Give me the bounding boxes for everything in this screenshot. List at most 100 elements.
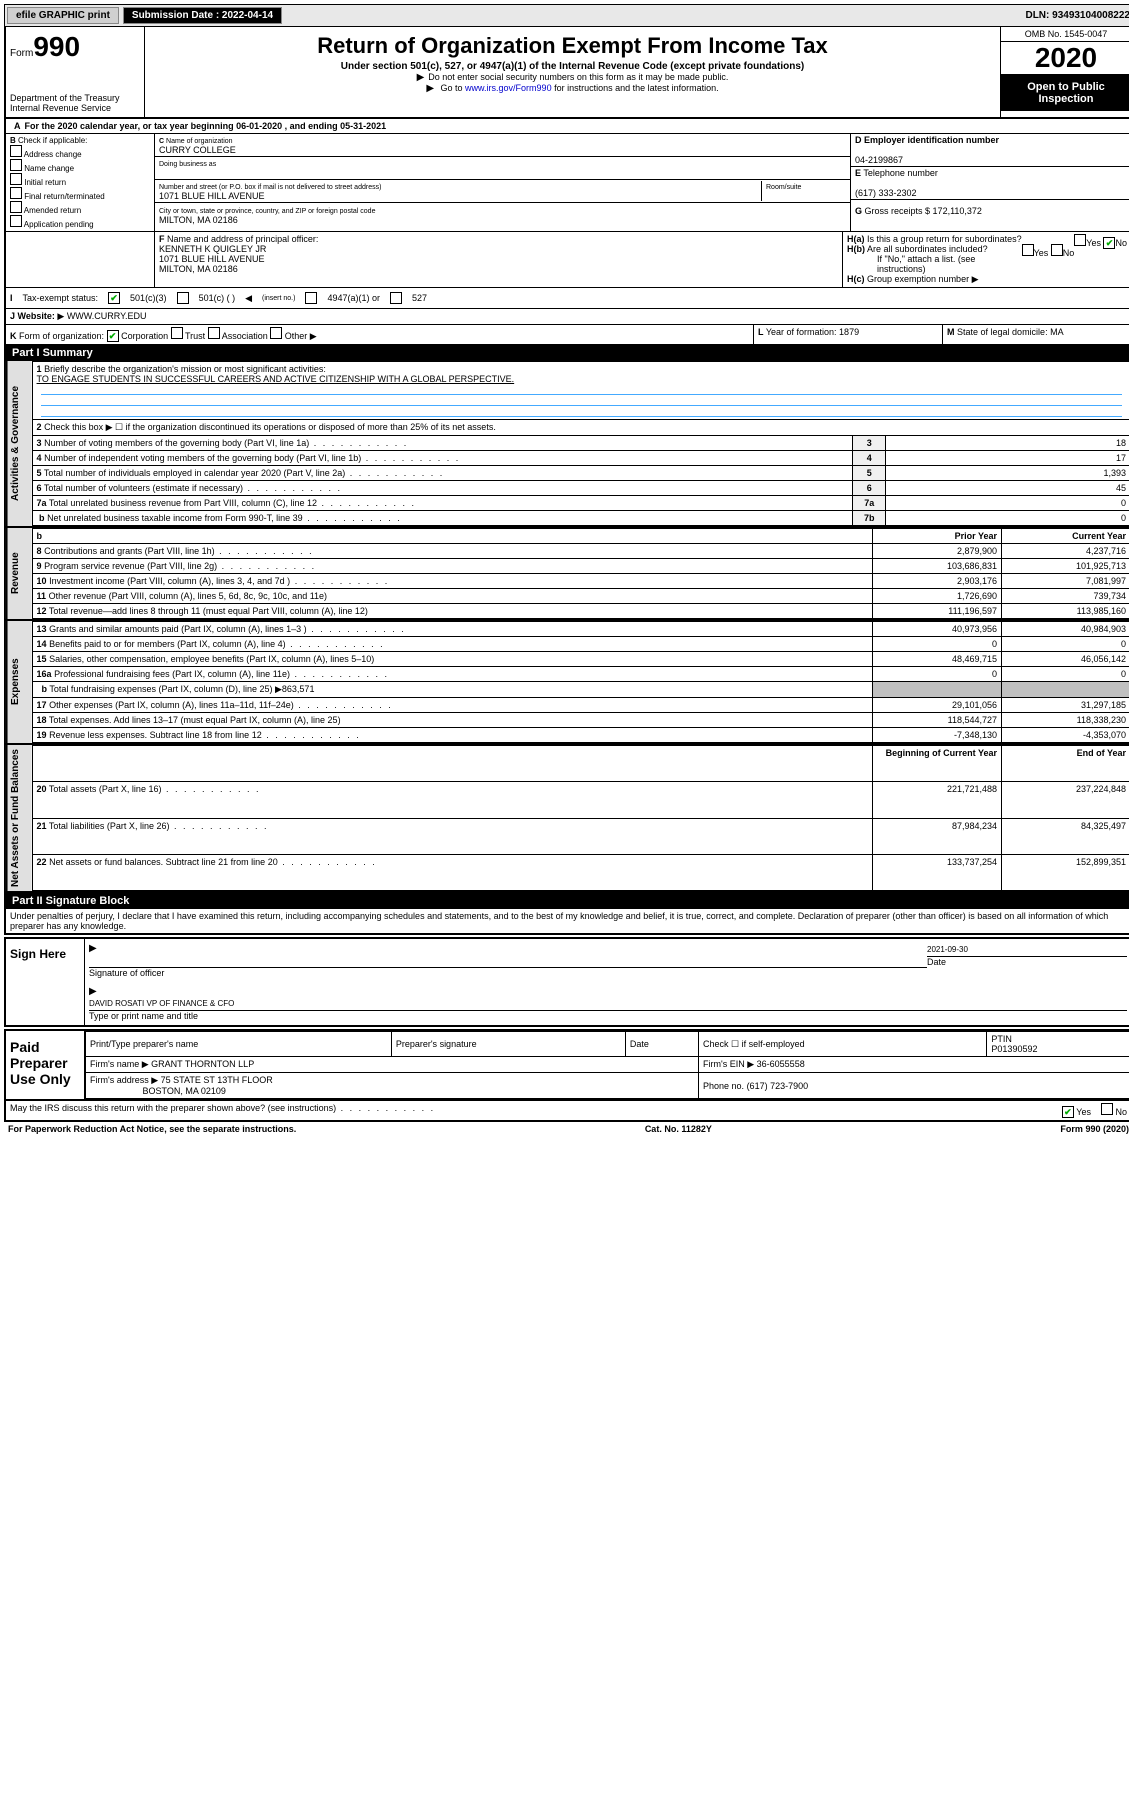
submission-date-button[interactable]: Submission Date : 2022-04-14: [123, 7, 282, 24]
c12: 113,985,160: [1002, 604, 1129, 619]
ptin-value: P01390592: [991, 1044, 1037, 1054]
hb-no-checkbox[interactable]: [1051, 244, 1063, 256]
k-label: Form of organization:: [19, 331, 104, 341]
c11: 739,734: [1002, 589, 1129, 604]
entity-block: C Name of organizationCURRY COLLEGE Doin…: [155, 134, 851, 231]
ha-label: Is this a group return for subordinates?: [867, 234, 1022, 244]
501c3-checkbox[interactable]: [108, 292, 120, 304]
v7a-value: 0: [886, 496, 1129, 511]
v4-value: 17: [886, 451, 1129, 466]
irs-yes: Yes: [1076, 1107, 1091, 1117]
c18: 118,338,230: [1002, 713, 1129, 728]
c14: 0: [1002, 637, 1129, 652]
preparer-sig-label: Preparer's signature: [391, 1032, 625, 1057]
b4-label: Final return/terminated: [24, 192, 104, 201]
officer-group-block: F Name and address of principal officer:…: [4, 232, 1129, 288]
note2-pre: Go to: [441, 83, 466, 93]
header-left: Form990 Department of the Treasury Inter…: [6, 27, 145, 117]
firm-name-value: GRANT THORNTON LLP: [151, 1059, 254, 1069]
form-label: Form: [10, 48, 33, 59]
ha-yes-checkbox[interactable]: [1074, 234, 1086, 246]
address-change-checkbox[interactable]: [10, 145, 22, 157]
k-trust-checkbox[interactable]: [171, 327, 183, 339]
tax-exempt-row: I Tax-exempt status: 501(c)(3) 501(c) ( …: [4, 288, 1129, 309]
b-label: Check if applicable:: [18, 136, 87, 145]
k-assoc-checkbox[interactable]: [208, 327, 220, 339]
501c-checkbox[interactable]: [177, 292, 189, 304]
q9-label: Program service revenue (Part VIII, line…: [44, 561, 316, 571]
org-name: CURRY COLLEGE: [159, 145, 236, 155]
officer-addr1: 1071 BLUE HILL AVENUE: [159, 254, 265, 264]
website-label: Website:: [18, 311, 55, 321]
p22: 133,737,254: [873, 854, 1002, 890]
b1-label: Address change: [24, 150, 82, 159]
hb-yes-checkbox[interactable]: [1022, 244, 1034, 256]
ein-label: Employer identification number: [864, 135, 999, 145]
firm-phone-label: Phone no.: [703, 1081, 744, 1091]
v7b-value: 0: [886, 511, 1129, 526]
header-middle: Return of Organization Exempt From Incom…: [145, 27, 1000, 117]
initial-return-checkbox[interactable]: [10, 173, 22, 185]
irs-discuss-no-checkbox[interactable]: [1101, 1103, 1113, 1115]
side-revenue: Revenue: [6, 528, 32, 619]
c22: 152,899,351: [1002, 854, 1129, 890]
instructions-link[interactable]: www.irs.gov/Form990: [465, 83, 552, 93]
governance-table: 1 Briefly describe the organization's mi…: [32, 361, 1129, 526]
c10: 7,081,997: [1002, 574, 1129, 589]
c16b-shaded: [1002, 682, 1129, 698]
revenue-table: bPrior YearCurrent Year 8 Contributions …: [32, 528, 1129, 619]
te2-sub: (insert no.): [262, 295, 295, 302]
firm-ein-label: Firm's EIN ▶: [703, 1059, 754, 1069]
ptin-label: PTIN: [991, 1034, 1012, 1044]
te4-label: 527: [412, 293, 427, 303]
gross-receipts: Gross receipts $ 172,110,372: [865, 206, 982, 216]
v5-value: 1,393: [886, 466, 1129, 481]
k2-label: Trust: [185, 331, 205, 341]
efile-button[interactable]: efile GRAPHIC print: [7, 7, 119, 24]
netassets-table: Beginning of Current YearEnd of Year 20 …: [32, 745, 1129, 891]
note2-post: for instructions and the latest informat…: [554, 83, 719, 93]
amended-return-checkbox[interactable]: [10, 201, 22, 213]
group-return-block: H(a) Is this a group return for subordin…: [843, 232, 1129, 287]
q19-label: Revenue less expenses. Subtract line 18 …: [49, 730, 361, 740]
blank-line: [41, 395, 1122, 406]
irs-discuss-yes-checkbox[interactable]: [1062, 1106, 1074, 1118]
side-expenses: Expenses: [6, 621, 32, 743]
4947-checkbox[interactable]: [305, 292, 317, 304]
hb-no: No: [1063, 248, 1075, 258]
website-row: J Website: ▶ WWW.CURRY.EDU: [4, 309, 1129, 325]
hb-yes: Yes: [1034, 248, 1049, 258]
hb-note: If "No," attach a list. (see instruction…: [847, 254, 1127, 274]
q21-label: Total liabilities (Part X, line 26): [49, 821, 269, 831]
dept-label: Department of the Treasury: [10, 93, 140, 103]
end-year-header: End of Year: [1002, 746, 1129, 782]
q11-label: Other revenue (Part VIII, column (A), li…: [49, 591, 327, 601]
c21: 84,325,497: [1002, 818, 1129, 854]
form-header: Form990 Department of the Treasury Inter…: [4, 27, 1129, 119]
q1-label: Briefly describe the organization's miss…: [44, 364, 326, 374]
sign-here-block: Sign Here Signature of officer 2021-09-3…: [4, 937, 1129, 1027]
c17: 31,297,185: [1002, 698, 1129, 713]
k-other-checkbox[interactable]: [270, 327, 282, 339]
q17-label: Other expenses (Part IX, column (A), lin…: [49, 700, 393, 710]
officer-name-title: DAVID ROSATI VP OF FINANCE & CFO: [89, 997, 1127, 1011]
k-corp-checkbox[interactable]: [107, 330, 119, 342]
527-checkbox[interactable]: [390, 292, 402, 304]
v3-value: 18: [886, 436, 1129, 451]
p16a: 0: [873, 667, 1002, 682]
final-return-checkbox[interactable]: [10, 187, 22, 199]
header-right: OMB No. 1545-0047 2020 Open to Public In…: [1000, 27, 1129, 117]
cat-number: Cat. No. 11282Y: [645, 1124, 712, 1134]
top-bar: efile GRAPHIC print Submission Date : 20…: [4, 4, 1129, 27]
check-if-applicable: B Check if applicable: Address change Na…: [6, 134, 155, 231]
year-formation: Year of formation: 1879: [766, 327, 859, 337]
beg-year-header: Beginning of Current Year: [873, 746, 1002, 782]
irs-no: No: [1115, 1107, 1127, 1117]
application-pending-checkbox[interactable]: [10, 215, 22, 227]
blank-line: [41, 384, 1122, 395]
ha-no-checkbox[interactable]: [1103, 237, 1115, 249]
c-label: Name of organization: [166, 138, 233, 145]
hb-label: Are all subordinates included?: [867, 244, 988, 254]
name-change-checkbox[interactable]: [10, 159, 22, 171]
open-public-badge: Open to Public Inspection: [1001, 75, 1129, 111]
